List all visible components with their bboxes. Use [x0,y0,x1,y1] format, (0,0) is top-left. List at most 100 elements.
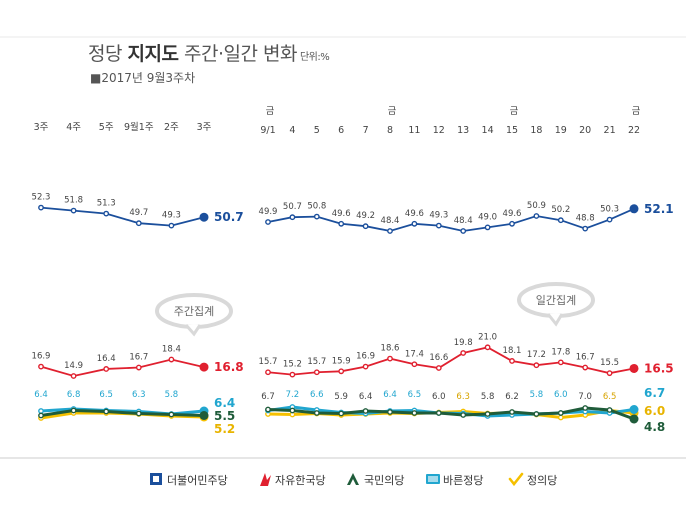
daily-minjoo-value-label: 48.4 [381,216,400,226]
daily-minjoo-point [509,220,515,227]
weekly-bubble-label: 주간집계 [174,305,214,318]
weekly-bareun-value-label: 6.4 [214,396,235,410]
daily-minjoo-value-label: 49.3 [429,211,448,221]
daily-tick-label: 5 [314,125,320,136]
daily-people-point [557,410,564,416]
daily-minjoo-point [533,213,540,219]
daily-minjoo-point [265,219,271,225]
legend-item-bareun: 바른정당 [426,474,483,487]
weekly-lkp-point [135,364,142,371]
daily-people-point [606,407,613,413]
daily-people-point [289,407,296,414]
daily-bareun-value-label: 6.6 [310,390,324,400]
daily-tick-label: 6 [338,125,344,136]
daily-lkp-point [582,364,589,371]
daily-minjoo-value-label: 49.6 [503,209,522,219]
legend-item-people: 국민의당 [347,473,404,487]
daily-people-value-label: 6.7 [261,392,275,402]
bareun-logo-icon [426,474,440,484]
x-axis-ticks: 3주 4주 5주 9월1주 2주 3주 9/1 4 5 6 7 8 11 12 13 14 15 18 19 20 21… [34,106,641,136]
daily-people-point [411,410,418,416]
weekly-minjoo-value-label: 51.3 [97,199,116,209]
minjoo-logo-icon [150,473,162,485]
daily-minjoo-value-label: 49.2 [356,211,375,221]
daily-bareun-value-label: 5.8 [530,390,544,400]
daily-lkp-value-label: 17.8 [551,347,570,357]
daily-bareun-value-label: 6.7 [644,386,665,400]
chart-background [0,37,686,530]
daily-justice-value-label: 6.3 [456,392,470,402]
daily-lkp-point [289,371,296,378]
weekly-tick-label: 5주 [99,122,114,133]
legend-label: 바른정당 [443,474,483,487]
daily-bareun-end-point [629,405,639,414]
daily-minjoo-value-label: 49.0 [478,212,497,222]
daily-lkp-point [509,358,515,364]
daily-minjoo-point [411,220,418,227]
weekly-minjoo-point [38,204,44,211]
daily-minjoo-value-label: 48.8 [576,214,595,224]
legend-item-minjoo: 더불어민주당 [150,473,228,487]
weekly-lkp-line [40,358,205,377]
weekly-lkp-point [103,366,110,372]
weekly-people-value-label: 5.5 [214,409,235,423]
daily-bubble: 일간집계 [517,282,595,327]
weekly-tick-label: 9월1주 [124,121,154,133]
daily-minjoo-point [313,213,320,220]
daily-tick-label: 8 [387,125,393,136]
daily-minjoo-point [362,223,369,230]
daily-tick-label: 20 [579,125,591,136]
daily-minjoo-value-label: 52.1 [644,202,674,216]
daily-people-value-label: 5.9 [334,392,348,402]
weekly-bareun-value-label: 6.4 [34,390,48,400]
daily-minjoo-point [289,214,296,221]
weekly-bareun-value-label: 5.8 [165,390,179,400]
daily-people-value-label: 7.0 [578,392,592,402]
daily-tick-label: 15 [506,125,518,136]
weekly-people-point [103,408,110,415]
daily-minjoo-value-label: 50.2 [551,205,570,215]
people-logo-icon [347,473,359,485]
daily-people-end-point [629,414,639,424]
daily-people-value-label: 5.8 [481,392,495,402]
weekly-lkp-value-label: 16.9 [32,352,51,362]
daily-minjoo-line [267,207,635,232]
daily-lkp-value-label: 21.0 [478,332,497,342]
daily-tick-label: 12 [433,125,445,136]
daily-minjoo-end-point [629,204,639,214]
daily-people-point [265,406,271,413]
legend-item-lkp: 자유한국당 [260,473,326,487]
check-logo-icon [508,472,524,487]
legend-label: 더불어민주당 [167,474,228,487]
daily-lkp-point [387,355,393,362]
weekly-minjoo-point [70,207,77,214]
daily-minjoo-point [387,228,393,234]
daily-minjoo-point [484,224,491,231]
daily-minjoo-point [606,216,613,223]
daily-people-point [484,411,491,417]
daily-tick-label: 4 [289,125,295,136]
weekly-lkp-value-label: 18.4 [162,345,181,355]
weekly-people-line [40,408,205,417]
daily-tick-label: 21 [604,125,616,136]
weekly-lkp-value-label: 16.7 [129,353,148,363]
daily-lkp-point [265,369,271,376]
daily-minjoo-value-label: 48.4 [454,216,473,226]
weekly-people-point [38,412,44,419]
weekly-minjoo-point [168,222,175,229]
daily-people-value-label: 4.8 [644,420,665,434]
daily-people-point [509,409,515,415]
daily-people-point [313,410,320,416]
daily-people-point [338,410,345,417]
daily-lkp-point [313,369,320,376]
daily-lkp-value-label: 16.9 [356,352,375,362]
daily-lkp-point [484,344,491,351]
daily-lkp-value-label: 17.2 [527,350,546,360]
daily-lkp-value-label: 16.6 [429,353,448,363]
weekly-tick-label: 3주 [34,122,49,133]
daily-tick-label: 9/1 [260,125,275,136]
daily-people-point [435,410,442,416]
daily-minjoo-value-label: 50.3 [600,205,619,215]
daily-justice-value-label: 6.5 [603,392,617,402]
